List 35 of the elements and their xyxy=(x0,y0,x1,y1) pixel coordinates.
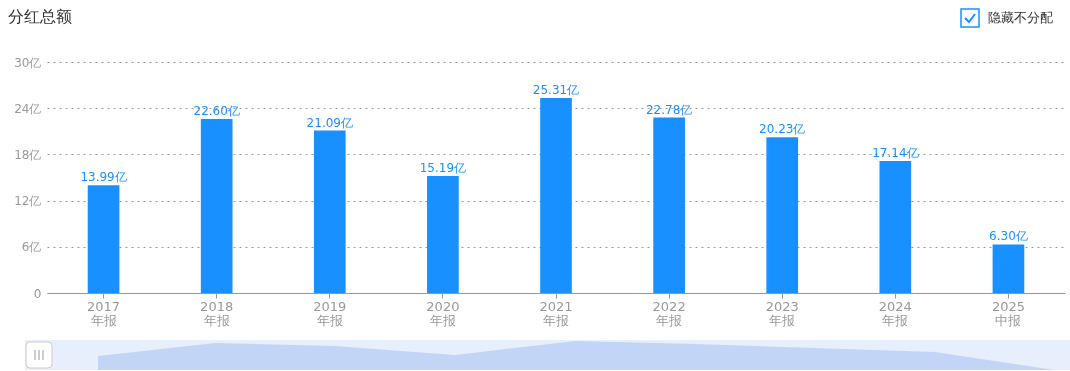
x-tick-label: 2018 年报 xyxy=(200,298,234,328)
y-tick-label: 24亿 xyxy=(14,101,42,116)
x-tick-label: 2025 中报 xyxy=(991,298,1025,328)
bar xyxy=(879,161,912,293)
bar xyxy=(540,98,572,293)
y-tick-label: 6亿 xyxy=(21,240,42,255)
data-label: 6.30亿 xyxy=(989,229,1028,244)
data-label: 17.14亿 xyxy=(872,146,919,161)
data-label: 21.09亿 xyxy=(306,115,353,130)
data-label: 22.60亿 xyxy=(193,103,240,118)
y-tick-label: 18亿 xyxy=(14,147,42,162)
x-tick-label: 2023 年报 xyxy=(765,298,799,328)
y-tick-label: 12亿 xyxy=(14,194,42,209)
x-tick-label: 2017 年报 xyxy=(87,298,121,328)
bar xyxy=(87,185,120,293)
bar xyxy=(992,244,1025,293)
y-tick-label: 30亿 xyxy=(14,55,42,70)
bar xyxy=(200,118,233,293)
bar xyxy=(427,176,459,293)
x-tick-label: 2021 年报 xyxy=(539,298,573,328)
y-tick-label: 0 xyxy=(33,286,42,301)
x-tick-label: 2020 年报 xyxy=(426,298,460,328)
data-label: 22.78亿 xyxy=(645,102,693,117)
data-label: 13.99亿 xyxy=(80,170,127,185)
data-label: 20.23亿 xyxy=(759,122,806,137)
x-tick-label: 2019 年报 xyxy=(313,298,347,328)
bar xyxy=(653,117,685,293)
chart-title: 分红总额 xyxy=(8,7,72,28)
x-tick-label: 2022 年报 xyxy=(652,298,686,328)
x-tick-label: 2024 年报 xyxy=(878,298,912,328)
bar xyxy=(766,137,799,293)
data-label: 15.19亿 xyxy=(419,161,467,176)
bar xyxy=(313,130,346,293)
text: 隐藏不分配 xyxy=(988,9,1053,27)
data-label: 25.31亿 xyxy=(532,83,580,98)
